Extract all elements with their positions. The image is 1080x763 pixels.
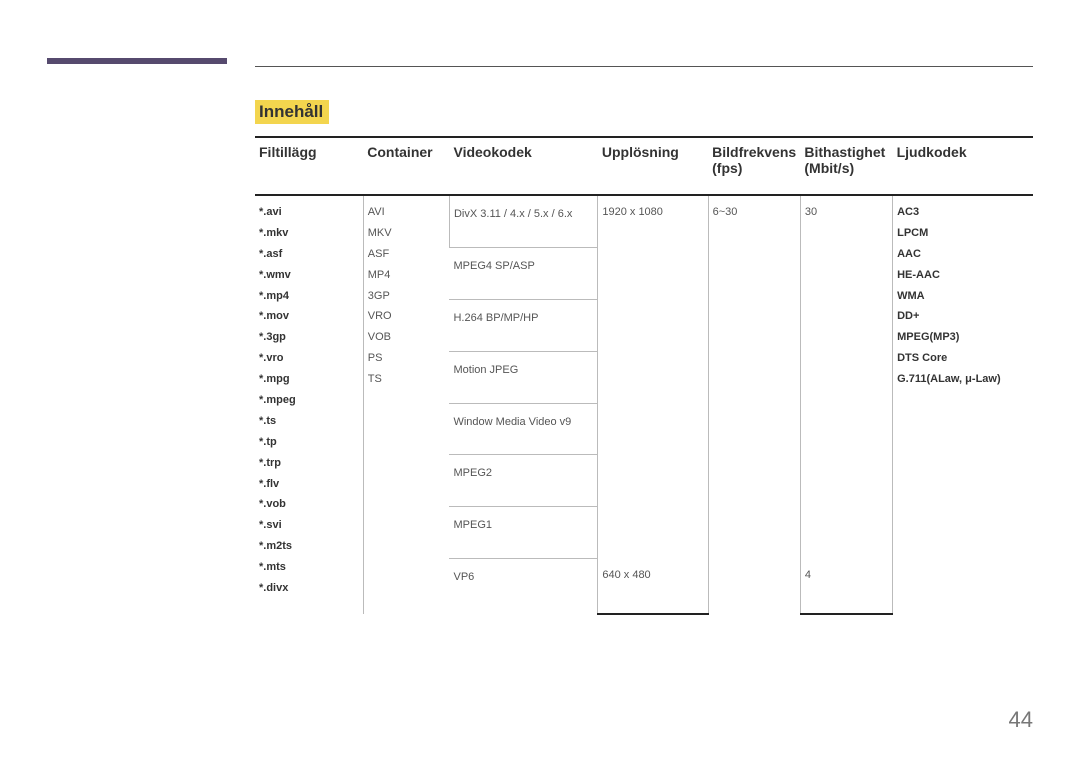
- codec-h264: H.264 BP/MP/HP: [449, 299, 597, 351]
- col-header-bitrate: Bithastighet (Mbit/s): [800, 137, 892, 195]
- resolution-main: 1920 x 1080: [598, 195, 708, 559]
- col-header-fps: Bildfrekvens (fps): [708, 137, 800, 195]
- codec-wmv9: Window Media Video v9: [449, 403, 597, 455]
- codec-mpeg4sp: MPEG4 SP/ASP: [449, 247, 597, 299]
- col-header-resolution: Upplösning: [598, 137, 708, 195]
- bitrate-vp6: 4: [800, 559, 892, 614]
- page-title: Innehåll: [255, 100, 329, 124]
- spec-table: Filtillägg Container Videokodek Upplösni…: [255, 136, 1033, 615]
- top-rule: [255, 66, 1033, 67]
- page-number: 44: [1009, 707, 1033, 733]
- fps-main: 6~30: [708, 195, 800, 614]
- codec-vp6: VP6: [449, 559, 597, 614]
- resolution-vp6: 640 x 480: [598, 559, 708, 614]
- col-header-audiocodec: Ljudkodek: [893, 137, 1033, 195]
- audio-cell: AC3 LPCM AAC HE-AAC WMA DD+ MPEG(MP3) DT…: [893, 195, 1033, 614]
- codec-mpeg2: MPEG2: [449, 455, 597, 507]
- row-1: *.avi *.mkv *.asf *.wmv *.mp4 *.mov *.3g…: [255, 195, 1033, 247]
- col-header-container: Container: [363, 137, 449, 195]
- header-row: Filtillägg Container Videokodek Upplösni…: [255, 137, 1033, 195]
- codec-mpeg1: MPEG1: [449, 507, 597, 559]
- codec-divx: DivX 3.11 / 4.x / 5.x / 6.x: [449, 195, 597, 247]
- bitrate-main: 30: [800, 195, 892, 559]
- col-header-videocodec: Videokodek: [449, 137, 597, 195]
- file-extensions-cell: *.avi *.mkv *.asf *.wmv *.mp4 *.mov *.3g…: [255, 195, 363, 614]
- accent-bar: [47, 58, 227, 64]
- codec-mjpeg: Motion JPEG: [449, 351, 597, 403]
- container-cell: AVI MKV ASF MP4 3GP VRO VOB PS TS: [363, 195, 449, 614]
- spec-table-container: Filtillägg Container Videokodek Upplösni…: [255, 136, 1033, 615]
- col-header-ext: Filtillägg: [255, 137, 363, 195]
